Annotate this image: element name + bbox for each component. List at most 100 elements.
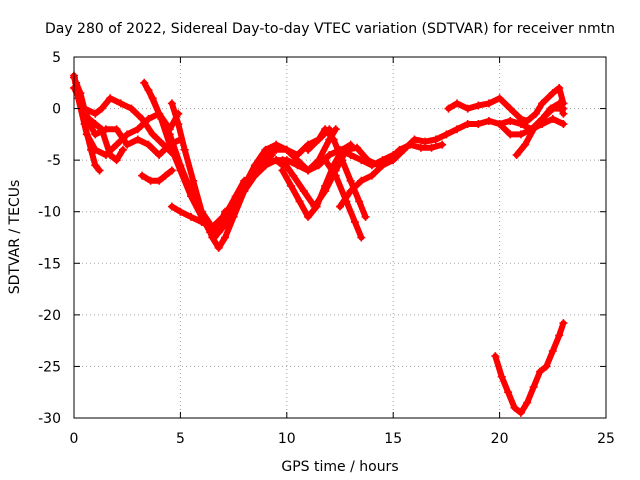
- tick-layer: [73, 56, 607, 419]
- data-point-marker: [484, 99, 493, 108]
- plot-frame: [73, 56, 607, 419]
- data-point-marker: [484, 116, 493, 125]
- data-point-marker: [474, 120, 483, 129]
- data-point-marker: [267, 150, 276, 159]
- data-point-marker: [148, 130, 157, 139]
- data-point-marker: [91, 161, 100, 170]
- y-tick-label: 0: [52, 102, 61, 118]
- data-point-marker: [495, 94, 504, 103]
- data-point-marker: [250, 171, 259, 180]
- data-point-marker: [95, 166, 104, 175]
- x-tick-label: 0: [70, 431, 79, 447]
- data-point-marker: [427, 143, 436, 152]
- data-point-marker: [504, 388, 513, 397]
- data-point-marker: [138, 114, 147, 123]
- data-point-marker: [80, 104, 89, 113]
- data-point-marker: [133, 125, 142, 134]
- series-arc-20: [512, 99, 568, 159]
- data-point-marker: [350, 218, 359, 227]
- series-line: [168, 100, 333, 251]
- data-point-marker: [161, 171, 170, 180]
- data-point-marker: [127, 104, 136, 113]
- y-tick-label: -20: [38, 308, 61, 324]
- data-point-marker: [180, 145, 189, 154]
- data-point-marker: [304, 166, 313, 175]
- series-line: [492, 320, 567, 416]
- data-point-marker: [272, 140, 281, 149]
- data-point-marker: [338, 156, 347, 165]
- data-point-marker: [357, 233, 366, 242]
- x-axis-title: GPS time / hours: [281, 459, 398, 475]
- data-point-marker: [357, 176, 366, 185]
- series-line: [337, 115, 567, 210]
- data-point-marker: [506, 130, 515, 139]
- y-tick-label: -25: [38, 359, 61, 375]
- data-point-marker: [304, 145, 313, 154]
- data-point-marker: [538, 99, 547, 108]
- data-point-marker: [261, 161, 270, 170]
- data-point-marker: [112, 125, 121, 134]
- data-point-marker: [187, 212, 196, 221]
- y-tick-label: -30: [38, 411, 61, 427]
- data-point-marker: [210, 233, 219, 242]
- data-point-marker: [523, 398, 532, 407]
- data-point-marker: [287, 181, 296, 190]
- data-point-marker: [116, 99, 125, 108]
- x-tick-label: 20: [491, 431, 509, 447]
- data-point-marker: [555, 331, 564, 340]
- data-point-marker: [82, 130, 91, 139]
- data-point-marker: [278, 156, 287, 165]
- data-point-marker: [346, 176, 355, 185]
- data-point-marker: [299, 187, 308, 196]
- data-point-marker: [84, 114, 93, 123]
- data-point-marker: [353, 143, 362, 152]
- data-point-marker: [536, 367, 545, 376]
- data-point-marker: [282, 145, 291, 154]
- data-point-marker: [155, 176, 164, 185]
- data-point-marker: [510, 403, 519, 412]
- x-tick-label: 10: [278, 431, 296, 447]
- data-point-marker: [512, 150, 521, 159]
- data-point-marker: [231, 192, 240, 201]
- data-point-marker: [438, 140, 447, 149]
- data-point-marker: [314, 161, 323, 170]
- data-point-marker: [321, 156, 330, 165]
- data-point-marker: [523, 116, 532, 125]
- data-point-marker: [346, 187, 355, 196]
- data-point-marker: [516, 130, 525, 139]
- data-point-marker: [91, 120, 100, 129]
- series-line: [279, 141, 446, 210]
- data-point-marker: [506, 104, 515, 113]
- data-point-marker: [516, 408, 525, 417]
- data-point-marker: [325, 150, 334, 159]
- data-point-marker: [548, 346, 557, 355]
- data-point-marker: [167, 99, 176, 108]
- data-point-marker: [559, 319, 568, 328]
- data-point-marker: [221, 233, 230, 242]
- series-arc-5: [70, 83, 179, 159]
- data-point-marker: [101, 150, 110, 159]
- series-arc-8: [138, 166, 176, 185]
- data-point-marker: [189, 176, 198, 185]
- data-point-marker: [176, 207, 185, 216]
- y-tick-label: -10: [38, 205, 61, 221]
- data-point-marker: [548, 114, 557, 123]
- data-point-marker: [378, 161, 387, 170]
- series-arc-15: [304, 125, 370, 221]
- data-point-marker: [495, 120, 504, 129]
- data-point-marker: [208, 223, 217, 232]
- data-point-marker: [167, 202, 176, 211]
- y-tick-label: 5: [52, 50, 61, 66]
- data-point-marker: [516, 114, 525, 123]
- data-point-marker: [321, 187, 330, 196]
- data-point-marker: [321, 125, 330, 134]
- series-arc-21: [491, 319, 568, 417]
- data-point-marker: [97, 104, 106, 113]
- data-point-marker: [474, 101, 483, 110]
- data-point-marker: [442, 130, 451, 139]
- y-axis-title: SDTVAR / TECUs: [7, 180, 23, 295]
- data-point-marker: [91, 145, 100, 154]
- series-arc-18: [444, 83, 568, 125]
- series-line: [305, 126, 369, 220]
- data-point-marker: [167, 166, 176, 175]
